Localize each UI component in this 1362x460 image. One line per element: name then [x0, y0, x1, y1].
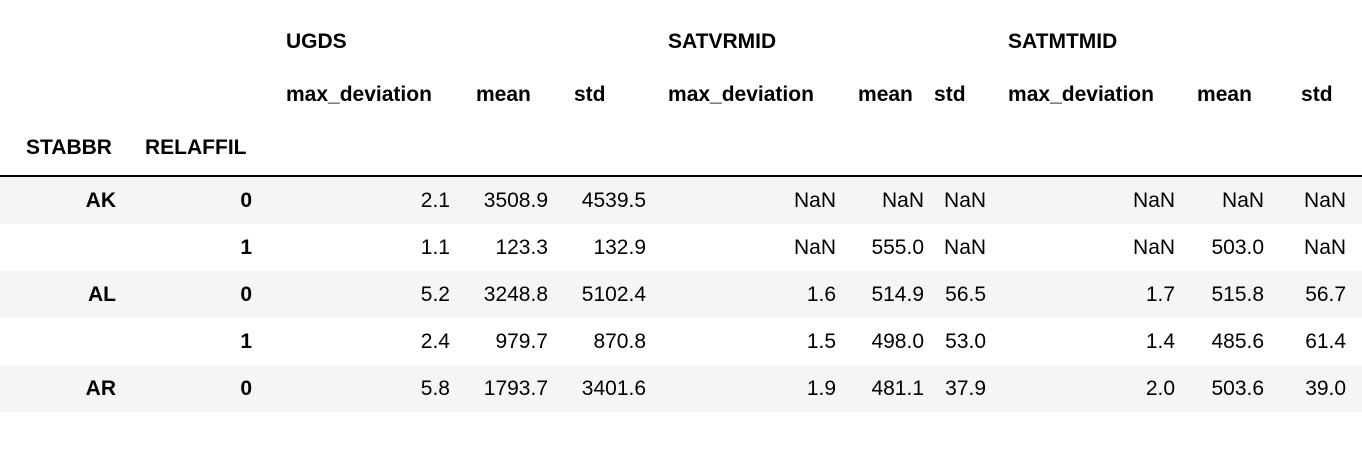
column-header: mean	[476, 82, 531, 106]
table-cell: 61.4	[1305, 329, 1347, 353]
table-cell: 498.0	[871, 329, 925, 353]
table-cell: NaN	[646, 175, 837, 224]
table-cell: 485.6	[1211, 329, 1265, 353]
table-cell: 39.0	[1264, 365, 1362, 412]
table-cell: 56.7	[1264, 271, 1362, 318]
table-cell: 3508.9	[450, 175, 548, 224]
table-cell: 2.0	[986, 365, 1176, 412]
table-cell: 5.8	[260, 365, 450, 412]
table-row: 1 2.4 979.7 870.8 1.5 498.0 53.0 1.4 485…	[0, 318, 1362, 365]
column-group-header-row: UGDS SATVRMID SATMTMID	[0, 16, 1362, 68]
row-index-stabbr	[0, 318, 124, 365]
table-cell: NaN	[944, 235, 987, 259]
index-name-row: STABBR RELAFFIL	[0, 121, 1362, 176]
table-cell: 1.7	[986, 271, 1176, 318]
table-cell: 1.9	[646, 365, 837, 412]
table-cell: 56.5	[924, 271, 987, 318]
table-cell: NaN	[1175, 175, 1265, 224]
column-header: max_deviation	[668, 82, 814, 106]
row-index-relaffil: 0	[124, 175, 260, 224]
table-cell: NaN	[924, 175, 987, 224]
row-index-stabbr: AK	[0, 175, 124, 224]
column-group-ugds: UGDS	[286, 30, 347, 53]
table-cell: 4539.5	[548, 175, 647, 224]
row-index-relaffil: 1	[240, 235, 252, 259]
table-cell: 1.6	[646, 271, 837, 318]
table-cell: 2.4	[420, 329, 450, 353]
row-index-relaffil: 0	[124, 271, 260, 318]
index-name-stabbr: STABBR	[26, 136, 112, 159]
column-header: std	[574, 82, 606, 106]
table-cell: 132.9	[593, 235, 647, 259]
table-cell: 37.9	[924, 365, 987, 412]
table-cell: 5.2	[260, 271, 450, 318]
table-row: AR 0 5.8 1793.7 3401.6 1.9 481.1 37.9 2.…	[0, 365, 1362, 412]
table-cell: 1.5	[806, 329, 837, 353]
column-header: max_deviation	[286, 82, 432, 106]
row-index-stabbr	[0, 224, 124, 271]
table-cell: 515.8	[1175, 271, 1265, 318]
table-cell: 514.9	[836, 271, 925, 318]
table-cell: 1.1	[420, 235, 450, 259]
table-cell: NaN	[1264, 175, 1362, 224]
row-index-stabbr: AR	[0, 365, 124, 412]
header-blank	[0, 16, 124, 68]
table-row: AL 0 5.2 3248.8 5102.4 1.6 514.9 56.5 1.…	[0, 271, 1362, 318]
column-group-satmtmid: SATMTMID	[1008, 30, 1118, 53]
table-cell: NaN	[1133, 235, 1176, 259]
table-cell: 481.1	[836, 365, 925, 412]
table-cell: 503.6	[1175, 365, 1265, 412]
table-cell: 503.0	[1211, 235, 1265, 259]
table-cell: 3248.8	[450, 271, 548, 318]
table-cell: 979.7	[495, 329, 548, 353]
table-cell: 1.4	[1145, 329, 1176, 353]
table-cell: 53.0	[945, 329, 987, 353]
column-stat-header-row: max_deviation mean std max_deviation mea…	[0, 68, 1362, 121]
row-index-relaffil: 0	[124, 365, 260, 412]
column-header: std	[1301, 82, 1333, 106]
header-blank	[124, 16, 260, 68]
column-header: mean	[858, 82, 913, 106]
table-cell: 3401.6	[548, 365, 647, 412]
table-row: AK 0 2.1 3508.9 4539.5 NaN NaN NaN NaN N…	[0, 175, 1362, 224]
column-header: max_deviation	[1008, 82, 1154, 106]
index-name-relaffil: RELAFFIL	[145, 136, 247, 159]
table-cell: 555.0	[871, 235, 925, 259]
table-row: 1 1.1 123.3 132.9 NaN 555.0 NaN NaN 503.…	[0, 224, 1362, 271]
table-cell: NaN	[836, 175, 925, 224]
column-header: mean	[1197, 82, 1252, 106]
column-group-satvrmid: SATVRMID	[668, 30, 777, 53]
row-index-relaffil: 1	[240, 329, 252, 353]
table-cell: NaN	[986, 175, 1176, 224]
dataframe-table: UGDS SATVRMID SATMTMID max_deviation mea…	[0, 16, 1362, 412]
table-cell: NaN	[794, 235, 837, 259]
table-cell: 5102.4	[548, 271, 647, 318]
table-cell: 1793.7	[450, 365, 548, 412]
row-index-stabbr: AL	[0, 271, 124, 318]
table-cell: NaN	[1304, 235, 1347, 259]
table-cell: 870.8	[593, 329, 647, 353]
table-cell: 123.3	[495, 235, 548, 259]
column-header: std	[934, 82, 966, 106]
table-cell: 2.1	[260, 175, 450, 224]
